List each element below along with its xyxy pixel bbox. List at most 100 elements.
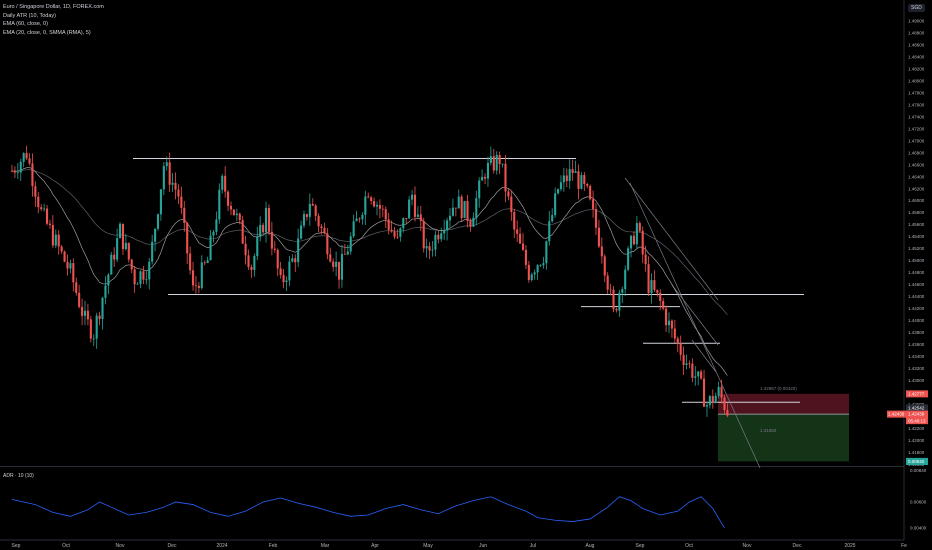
candle-body bbox=[78, 292, 81, 307]
price-tick-label: 1.44400 bbox=[908, 294, 925, 299]
candle-body bbox=[206, 260, 209, 263]
candle-body bbox=[448, 215, 452, 221]
candle-body bbox=[227, 191, 230, 206]
candle-body bbox=[554, 193, 557, 216]
candle-body bbox=[326, 233, 329, 255]
candle-body bbox=[530, 274, 533, 281]
atr-tick-label: 0.00840 bbox=[910, 468, 927, 473]
candle-body bbox=[521, 243, 525, 250]
candle-body bbox=[586, 183, 589, 186]
candle-body bbox=[559, 182, 563, 190]
candle-body bbox=[335, 261, 338, 267]
candle-body bbox=[580, 175, 583, 189]
candle-body bbox=[460, 196, 463, 219]
candle-body bbox=[291, 258, 294, 262]
trendlines[interactable] bbox=[624, 177, 761, 469]
candle-body bbox=[481, 176, 484, 181]
candle-body bbox=[603, 256, 606, 276]
candle-body bbox=[168, 162, 171, 185]
candle-body bbox=[218, 189, 221, 220]
price-tick-label: 1.46000 bbox=[908, 198, 925, 203]
candle-body bbox=[329, 254, 332, 262]
time-tick-label: Nov bbox=[743, 543, 752, 549]
candle-body bbox=[478, 180, 481, 199]
candle-body bbox=[320, 226, 323, 229]
candle-body bbox=[200, 262, 203, 289]
candle-body bbox=[691, 363, 694, 378]
candle-body bbox=[597, 227, 600, 247]
support-resistance-lines[interactable] bbox=[133, 158, 804, 403]
candle-body bbox=[685, 363, 688, 365]
ema-20-line bbox=[11, 166, 728, 376]
time-tick-label: 2025 bbox=[844, 543, 855, 549]
price-tick-label: 1.47800 bbox=[908, 90, 925, 95]
pane-separator[interactable] bbox=[0, 0, 905, 541]
candle-body bbox=[156, 214, 160, 229]
candle-body bbox=[697, 371, 700, 377]
candle-body bbox=[174, 182, 177, 190]
candle-body bbox=[43, 208, 46, 210]
candle-body bbox=[244, 243, 247, 256]
candle-body bbox=[302, 214, 306, 226]
candle-body bbox=[519, 233, 522, 244]
candle-body bbox=[110, 254, 113, 275]
long-position-tool[interactable] bbox=[718, 393, 849, 462]
atr-pane-label[interactable]: ADR · 10 (10) bbox=[3, 473, 34, 479]
candle-body bbox=[145, 279, 148, 281]
price-tick-label: 1.45600 bbox=[908, 222, 925, 227]
atr-current-bg bbox=[906, 458, 928, 465]
candle-body bbox=[130, 259, 133, 270]
time-axis[interactable]: Sep Oct Nov Dec 2024 Feb Mar Apr May Jun Jul Aug Sep… bbox=[12, 543, 908, 549]
price-label-bg bbox=[906, 404, 928, 412]
candle-body bbox=[670, 320, 673, 329]
candle-body bbox=[606, 275, 609, 290]
candle-body bbox=[405, 218, 408, 219]
price-tick-label: 1.46800 bbox=[908, 150, 925, 155]
candle-body bbox=[51, 224, 54, 246]
candle-body bbox=[457, 196, 460, 209]
price-label-text: 05:40:13 bbox=[908, 418, 926, 423]
candle-body bbox=[381, 208, 384, 210]
candle-body bbox=[384, 209, 387, 220]
atr-axis[interactable]: 0.00840 0.00600 0.00400 bbox=[910, 468, 927, 530]
price-axis[interactable]: 1.492001.490001.488001.486001.484001.482… bbox=[908, 6, 925, 466]
candle-body bbox=[650, 280, 653, 294]
price-tick-label: 1.45800 bbox=[908, 210, 925, 215]
candle-body bbox=[492, 156, 495, 171]
trendline bbox=[629, 182, 761, 469]
candle-body bbox=[95, 315, 98, 339]
candle-body bbox=[16, 172, 19, 174]
indicator-atr[interactable]: Daily ATR (10, Today) bbox=[3, 12, 56, 19]
candle-body bbox=[705, 405, 709, 407]
time-tick-label: Nov bbox=[116, 543, 125, 549]
candle-body bbox=[66, 261, 69, 269]
candle-body bbox=[592, 199, 595, 210]
candle-body bbox=[25, 153, 28, 159]
candle-body bbox=[629, 235, 633, 249]
time-tick-label: Dec bbox=[168, 543, 177, 549]
price-tick-label: 1.45000 bbox=[908, 258, 925, 263]
candle-body bbox=[57, 234, 60, 247]
candle-body bbox=[259, 224, 262, 237]
candle-body bbox=[186, 222, 189, 254]
candle-body bbox=[504, 163, 507, 192]
candle-body bbox=[653, 280, 656, 290]
candle-body bbox=[31, 163, 34, 187]
trendline bbox=[624, 177, 719, 301]
candle-body bbox=[235, 213, 238, 216]
price-tick-label: 1.46400 bbox=[908, 174, 925, 179]
time-tick-label: Jun bbox=[479, 543, 487, 549]
candle-body bbox=[594, 209, 598, 228]
indicator-ema-60[interactable]: EMA (60, close, 0) bbox=[3, 21, 48, 27]
candle-body bbox=[148, 261, 151, 280]
candle-body bbox=[577, 171, 580, 189]
candle-body bbox=[454, 207, 457, 209]
indicator-ema-20[interactable]: EMA (20, close, 0, SMMA (RMA), 5) bbox=[3, 29, 91, 36]
candle-body bbox=[332, 261, 335, 267]
candle-body bbox=[215, 219, 218, 232]
candle-body bbox=[516, 229, 519, 234]
currency-button[interactable]: SGD bbox=[908, 4, 925, 12]
symbol-title[interactable]: Euro / Singapore Dollar, 1D, FOREX.com bbox=[3, 4, 104, 10]
candle-body bbox=[589, 185, 592, 200]
